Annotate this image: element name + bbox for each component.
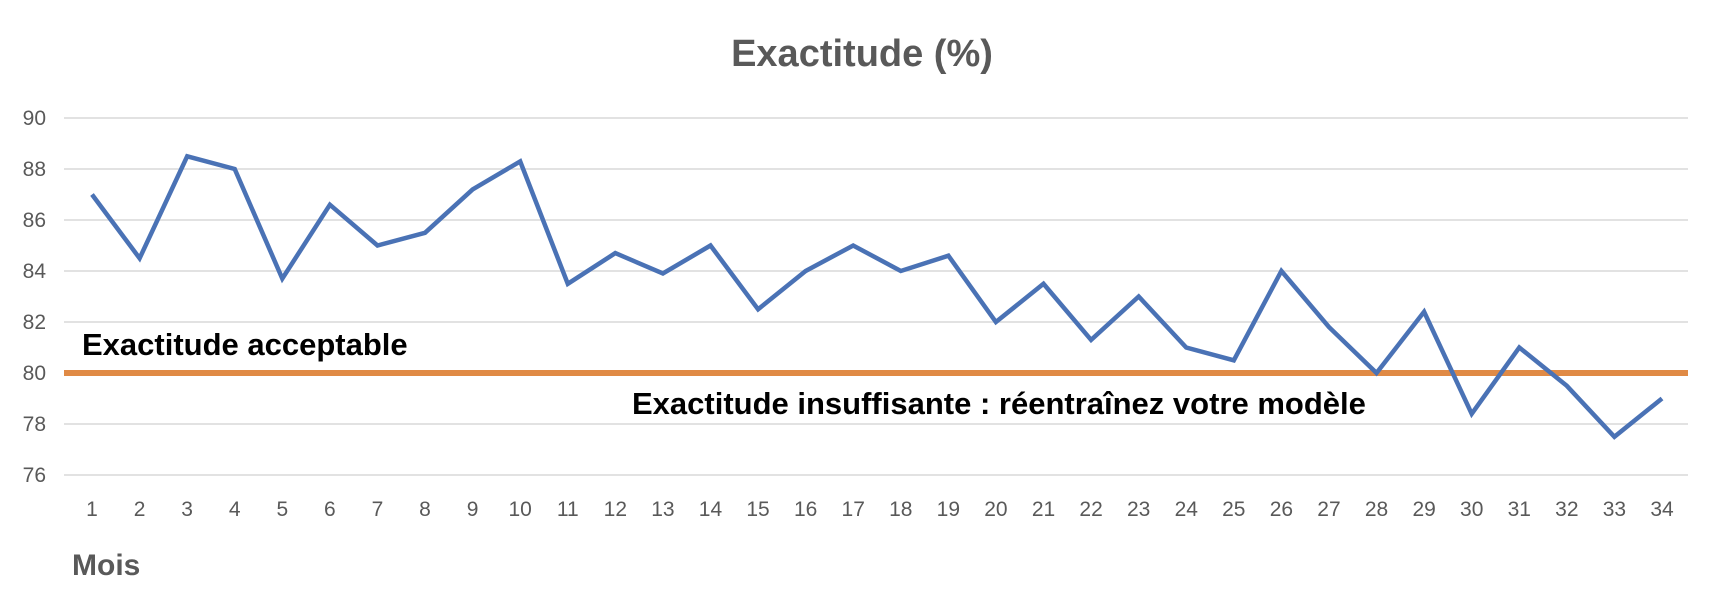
x-tick-label: 24 [1175, 498, 1199, 521]
x-tick-label: 18 [889, 498, 912, 521]
y-tick-label: 90 [23, 107, 46, 130]
y-tick-label: 78 [23, 413, 46, 436]
y-tick-label: 84 [23, 260, 47, 283]
x-tick-label: 25 [1222, 498, 1245, 521]
y-tick-label: 86 [23, 209, 46, 232]
y-tick-label: 88 [23, 158, 46, 181]
x-tick-label: 4 [229, 498, 241, 521]
x-tick-label: 23 [1127, 498, 1150, 521]
annotation-acceptable: Exactitude acceptable [82, 327, 408, 362]
x-tick-label: 32 [1555, 498, 1578, 521]
x-tick-label: 8 [419, 498, 431, 521]
x-tick-label: 1 [86, 498, 98, 521]
x-tick-label: 26 [1270, 498, 1293, 521]
y-tick-label: 82 [23, 311, 46, 334]
x-axis-ticks: 1 2 3 4 5 6 7 8 9 10 11 12 13 14 15 16 17 18 19 20 21 22 23 24 2… [86, 498, 1674, 521]
x-tick-label: 19 [937, 498, 960, 521]
x-tick-label: 13 [651, 498, 674, 521]
x-tick-label: 33 [1603, 498, 1626, 521]
x-tick-label: 31 [1508, 498, 1531, 521]
x-tick-label: 28 [1365, 498, 1388, 521]
y-axis-ticks: 76 78 80 82 84 86 88 90 [23, 107, 47, 487]
gridlines [64, 117, 1688, 476]
x-tick-label: 22 [1079, 498, 1102, 521]
x-tick-label: 16 [794, 498, 817, 521]
x-tick-label: 30 [1460, 498, 1483, 521]
x-tick-label: 5 [276, 498, 288, 521]
x-tick-label: 20 [984, 498, 1007, 521]
x-tick-label: 7 [372, 498, 384, 521]
x-tick-label: 10 [509, 498, 532, 521]
chart-title: Exactitude (%) [731, 33, 993, 75]
x-tick-label: 14 [699, 498, 723, 521]
x-tick-label: 34 [1650, 498, 1674, 521]
x-tick-label: 12 [604, 498, 627, 521]
x-tick-label: 29 [1412, 498, 1435, 521]
x-tick-label: 17 [842, 498, 865, 521]
series-layer [90, 153, 1664, 440]
y-tick-label: 76 [23, 464, 46, 487]
x-axis-label: Mois [72, 549, 140, 582]
x-tick-label: 3 [181, 498, 193, 521]
x-tick-label: 6 [324, 498, 336, 521]
series-line [90, 153, 1664, 440]
x-tick-label: 11 [557, 498, 579, 521]
x-tick-label: 9 [467, 498, 479, 521]
y-tick-label: 80 [23, 362, 46, 385]
x-tick-label: 15 [746, 498, 769, 521]
annotation-insufficient: Exactitude insuffisante : réentraînez vo… [632, 386, 1366, 421]
x-tick-label: 27 [1317, 498, 1340, 521]
x-tick-label: 21 [1032, 498, 1055, 521]
x-tick-label: 2 [134, 498, 146, 521]
